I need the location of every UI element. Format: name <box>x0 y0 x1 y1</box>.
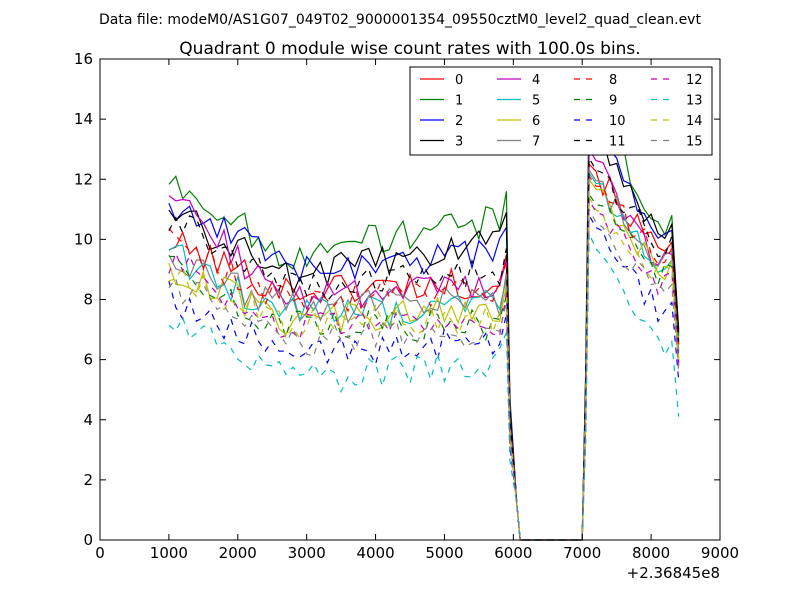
x-tick-label: 0 <box>95 544 105 562</box>
series-line-6 <box>168 177 680 541</box>
y-tick-label: 10 <box>74 230 93 248</box>
legend-item-2: 2 <box>420 114 463 129</box>
legend-label: 3 <box>455 135 463 150</box>
series-line-14 <box>168 195 680 541</box>
legend-item-3: 3 <box>420 135 463 150</box>
legend-item-5: 5 <box>497 94 540 109</box>
x-tick-label: 5000 <box>425 544 463 562</box>
legend-label: 13 <box>686 94 703 109</box>
legend-label: 2 <box>455 114 463 129</box>
legend-label: 0 <box>455 73 463 88</box>
legend-item-7: 7 <box>497 135 540 150</box>
series-line-10 <box>168 213 680 541</box>
legend-label: 9 <box>609 94 617 109</box>
series-line-11 <box>168 156 680 541</box>
x-tick-label: 9000 <box>701 544 739 562</box>
legend-label: 11 <box>609 135 626 150</box>
x-tick-label: 2000 <box>219 544 257 562</box>
legend-label: 10 <box>609 114 626 129</box>
legend-item-12: 12 <box>651 73 703 88</box>
x-offset-label: +2.36845e8 <box>627 564 720 582</box>
legend-item-4: 4 <box>497 73 540 88</box>
y-tick-label: 12 <box>74 170 93 188</box>
legend-label: 1 <box>455 94 463 109</box>
legend-item-14: 14 <box>651 114 703 129</box>
x-tick-label: 4000 <box>356 544 394 562</box>
legend-label: 15 <box>686 135 703 150</box>
y-tick-label: 2 <box>83 471 93 489</box>
series-line-9 <box>168 192 680 541</box>
x-tick-label: 6000 <box>494 544 532 562</box>
series-line-13 <box>168 233 680 541</box>
legend-item-13: 13 <box>651 94 703 109</box>
series-line-12 <box>168 198 680 541</box>
legend-item-11: 11 <box>574 135 626 150</box>
x-axis: 0 1000 2000 3000 4000 5000 6000 7000 8000 9000 <box>95 59 739 562</box>
legend-item-1: 1 <box>420 94 463 109</box>
y-tick-label: 4 <box>83 411 93 429</box>
x-tick-label: 1000 <box>150 544 188 562</box>
legend-item-9: 9 <box>574 94 617 109</box>
legend-item-15: 15 <box>651 135 703 150</box>
legend-item-0: 0 <box>420 73 463 88</box>
legend-label: 8 <box>609 73 617 88</box>
series-line-5 <box>168 171 680 541</box>
legend-item-6: 6 <box>497 114 540 129</box>
legend-label: 14 <box>686 114 703 129</box>
series-layer <box>168 86 680 541</box>
y-tick-label: 14 <box>74 110 93 128</box>
y-tick-label: 16 <box>74 50 93 68</box>
legend-label: 5 <box>532 94 540 109</box>
x-tick-label: 8000 <box>632 544 670 562</box>
figure-suptitle: Data file: modeM0/AS1G07_049T02_90000013… <box>99 12 701 28</box>
chart-title: Quadrant 0 module wise count rates with … <box>179 39 640 59</box>
series-line-8 <box>168 174 680 541</box>
legend-box <box>409 66 713 156</box>
plot-area: 0 1000 2000 3000 4000 5000 6000 7000 8000 9000 0 2… <box>74 50 739 582</box>
legend-label: 4 <box>532 73 540 88</box>
legend-label: 7 <box>532 135 540 150</box>
legend-item-8: 8 <box>574 73 617 88</box>
legend-label: 12 <box>686 73 703 88</box>
y-tick-label: 0 <box>83 531 93 549</box>
y-tick-label: 6 <box>83 351 93 369</box>
y-tick-label: 8 <box>83 291 93 309</box>
x-tick-label: 7000 <box>563 544 601 562</box>
x-tick-label: 3000 <box>288 544 326 562</box>
series-line-7 <box>168 168 680 541</box>
legend-item-10: 10 <box>574 114 626 129</box>
legend-label: 6 <box>532 114 540 129</box>
